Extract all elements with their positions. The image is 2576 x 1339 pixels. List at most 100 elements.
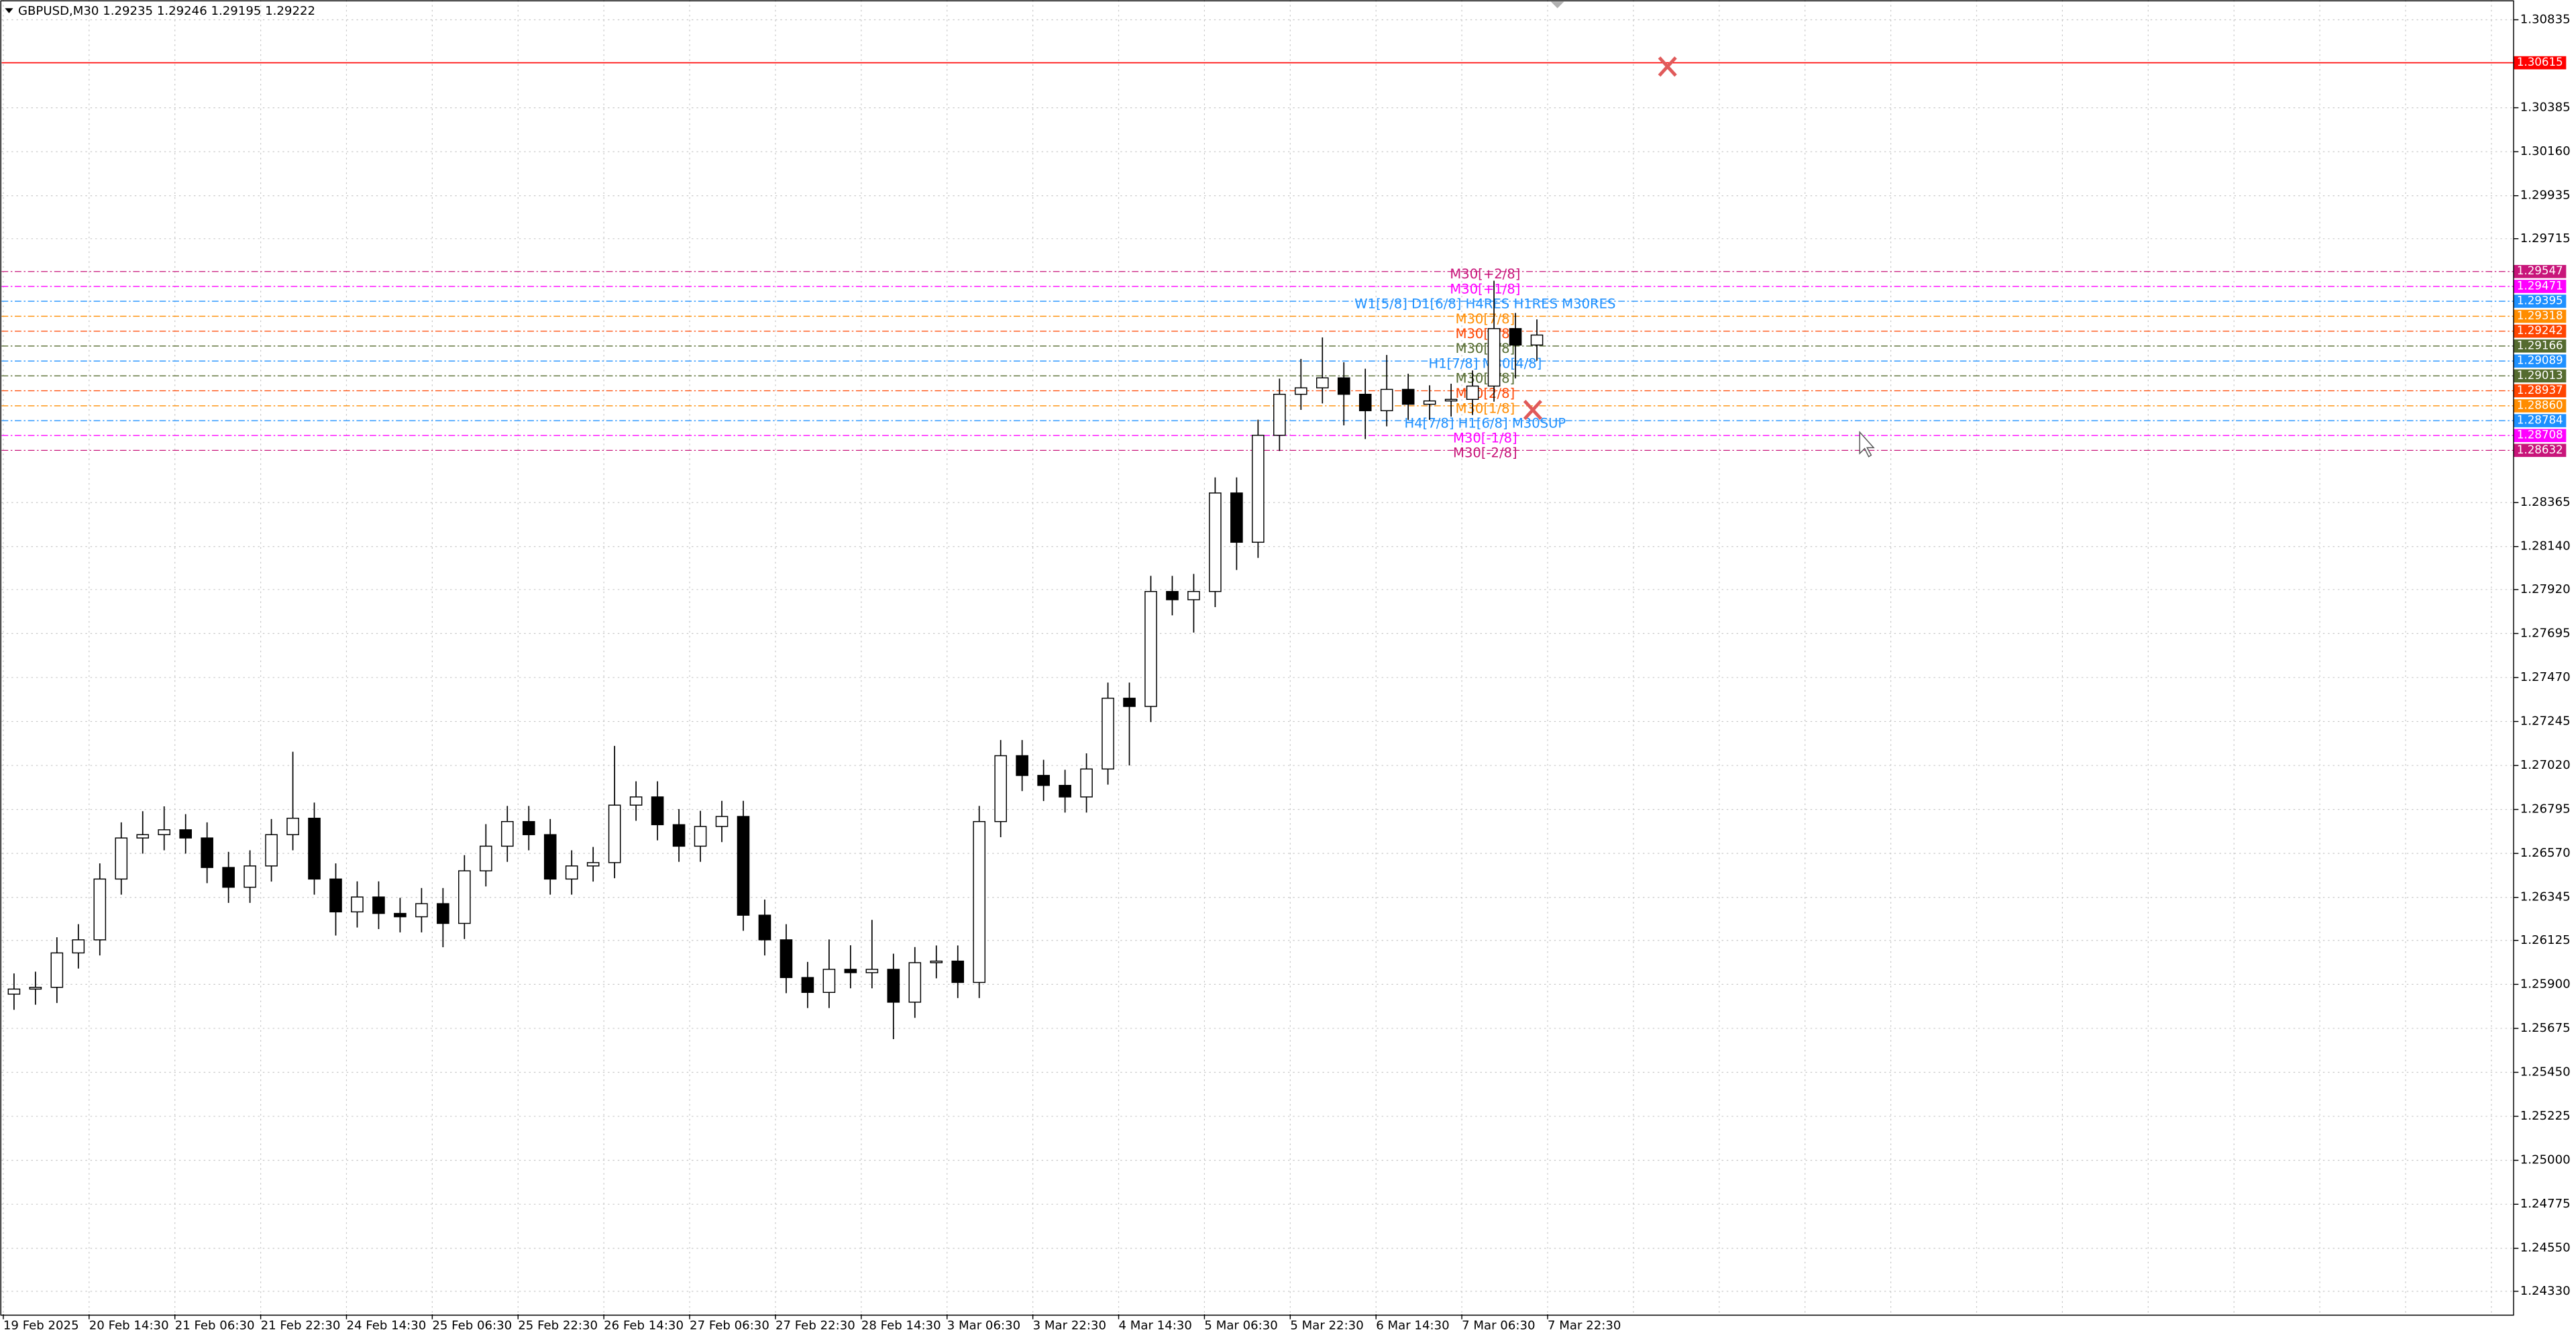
candle-body xyxy=(1166,590,1179,600)
candle-body xyxy=(1295,387,1307,395)
close-marker[interactable] xyxy=(1523,399,1542,421)
shift-marker[interactable] xyxy=(1550,1,1564,9)
candle-body xyxy=(672,824,686,847)
level-note: M30[7/8] xyxy=(1456,311,1515,327)
candle-body xyxy=(608,804,621,863)
level-note: M30[6/8] xyxy=(1456,326,1515,341)
level-price-box xyxy=(2513,280,2567,293)
level-price-box xyxy=(2513,339,2567,353)
candle-body xyxy=(1123,698,1136,707)
level-note: H1[7/8] M30[4/8] xyxy=(1428,356,1542,372)
x-tick-label: 5 Mar 22:30 xyxy=(1290,1318,1363,1332)
x-tick-label: 28 Feb 14:30 xyxy=(861,1318,941,1332)
candle-body xyxy=(1230,492,1243,543)
y-tick-label: 1.24330 xyxy=(2520,1284,2571,1298)
candle-body xyxy=(758,914,771,941)
candle-body xyxy=(1530,334,1544,346)
candle-body xyxy=(136,834,150,839)
y-tick-label: 1.27020 xyxy=(2520,758,2571,772)
level-note: M30[3/8] xyxy=(1456,371,1515,386)
candle-body xyxy=(694,826,707,847)
level-price-label: 1.29395 xyxy=(2517,294,2563,307)
level-note: M30[1/8] xyxy=(1456,400,1515,416)
level-price-label: 1.28937 xyxy=(2517,384,2563,396)
candle-body xyxy=(265,834,278,867)
level-price-label: 1.28860 xyxy=(2517,398,2563,411)
level-note: M30[+1/8] xyxy=(1450,281,1520,297)
level-note: M30[-2/8] xyxy=(1453,445,1517,461)
chart-title: GBPUSD,M30 1.29235 1.29246 1.29195 1.292… xyxy=(18,4,315,18)
candle-body xyxy=(951,960,965,983)
level-price-label: 1.29166 xyxy=(2517,339,2563,352)
candle-body xyxy=(1059,785,1071,798)
candle-body xyxy=(500,820,514,847)
y-tick-label: 1.25675 xyxy=(2520,1021,2571,1035)
candle-body xyxy=(115,837,128,880)
level-price-label: 1.30615 xyxy=(2517,56,2563,68)
y-tick-label: 1.30835 xyxy=(2520,12,2571,26)
level-price-label: 1.29013 xyxy=(2517,369,2563,382)
level-price-box xyxy=(2513,414,2567,427)
level-price-label: 1.29471 xyxy=(2517,279,2563,292)
candle-body xyxy=(1209,492,1222,592)
candle-body xyxy=(1316,377,1329,388)
candle-body xyxy=(822,969,836,994)
x-tick-label: 21 Feb 06:30 xyxy=(175,1318,255,1332)
candle-body xyxy=(480,845,492,871)
level-price-label: 1.29242 xyxy=(2517,324,2563,337)
level-note: M30[-1/8] xyxy=(1453,431,1517,446)
level-price-label: 1.29547 xyxy=(2517,264,2563,277)
y-tick-label: 1.25450 xyxy=(2520,1065,2571,1079)
candle-body xyxy=(522,820,535,835)
candle-body xyxy=(286,817,299,835)
level-price-box xyxy=(2513,443,2567,458)
candle-body xyxy=(1337,377,1350,395)
level-note: M30[5/8] xyxy=(1456,341,1515,356)
candle-body xyxy=(737,816,750,916)
candle-body xyxy=(1509,328,1522,346)
x-tick-label: 19 Feb 2025 xyxy=(3,1318,79,1332)
menu-arrow[interactable] xyxy=(5,8,13,13)
x-tick-label: 6 Mar 14:30 xyxy=(1376,1318,1449,1332)
candle-body xyxy=(222,867,235,888)
candle-body xyxy=(72,939,85,954)
candle-body xyxy=(1102,698,1114,770)
candle-body xyxy=(351,896,364,913)
x-tick-label: 4 Mar 14:30 xyxy=(1119,1318,1192,1332)
candle-body xyxy=(1187,590,1200,600)
level-price-label: 1.29089 xyxy=(2517,354,2563,367)
y-tick-label: 1.28365 xyxy=(2520,495,2571,509)
candle-body xyxy=(179,829,192,839)
level-price-box xyxy=(2513,354,2567,368)
y-tick-label: 1.27920 xyxy=(2520,582,2571,596)
level-note: M30[2/8] xyxy=(1456,386,1515,401)
candle-body xyxy=(437,903,449,924)
y-tick-label: 1.26795 xyxy=(2520,802,2571,816)
level-price-label: 1.29318 xyxy=(2517,309,2563,322)
candle-body xyxy=(201,837,213,868)
axes: 1.30835 1.30385 1.30160 1.29935 1.29715 1.283… xyxy=(3,12,2571,1332)
y-tick-label: 1.26125 xyxy=(2520,933,2571,947)
x-tick-label: 21 Feb 22:30 xyxy=(261,1318,341,1332)
x-tick-label: 3 Mar 22:30 xyxy=(1033,1318,1106,1332)
candle-body xyxy=(93,878,107,941)
candle-body xyxy=(7,988,21,995)
level-price-box xyxy=(2513,429,2567,443)
candle-body xyxy=(543,834,557,880)
y-tick-label: 1.29935 xyxy=(2520,189,2571,203)
y-tick-label: 1.25000 xyxy=(2520,1153,2571,1167)
y-tick-label: 1.30160 xyxy=(2520,144,2571,158)
candle-body xyxy=(1273,394,1286,436)
candle-body xyxy=(1080,768,1093,798)
level-price-box xyxy=(2513,324,2567,338)
y-tick-label: 1.24775 xyxy=(2520,1197,2571,1211)
candle-body xyxy=(1380,388,1393,411)
close-marker[interactable] xyxy=(1658,56,1677,77)
y-tick-label: 1.30385 xyxy=(2520,101,2571,115)
candle-body xyxy=(973,820,986,983)
candle-body xyxy=(586,862,600,867)
candle-body xyxy=(244,865,256,888)
candle-body xyxy=(865,969,879,973)
y-tick-label: 1.27245 xyxy=(2520,714,2571,728)
